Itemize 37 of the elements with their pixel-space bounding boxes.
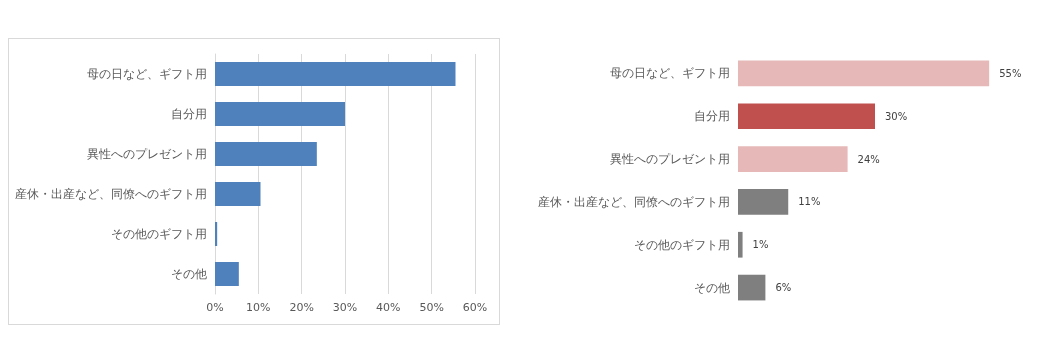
x-tick-label: 30% (332, 301, 358, 314)
x-tick-label: 0% (206, 301, 224, 314)
y-tick-label: 産休・出産など、同僚へのギフト用 (538, 194, 730, 209)
y-tick-label: 自分用 (694, 109, 730, 124)
x-tick-label: 40% (376, 301, 401, 314)
y-tick-label: 産休・出産など、同僚へのギフト用 (15, 187, 207, 201)
data-label: 6% (775, 282, 792, 294)
bar (215, 62, 456, 86)
y-tick-label: 母の日など、ギフト用 (610, 66, 730, 81)
y-tick-label: 母の日など、ギフト用 (87, 67, 207, 81)
bar (215, 222, 218, 246)
data-label: 24% (857, 153, 880, 165)
x-tick-label: 60% (462, 301, 488, 314)
bar (215, 182, 261, 206)
bar (215, 142, 317, 166)
bar (738, 189, 789, 215)
data-label: 55% (999, 67, 1022, 79)
x-tick-label: 20% (289, 301, 314, 314)
y-tick-label: その他のギフト用 (634, 237, 730, 252)
bar (738, 274, 766, 301)
y-tick-label: 異性へのプレゼント用 (610, 152, 730, 167)
bar (215, 102, 345, 126)
bar (738, 103, 875, 130)
y-tick-label: その他のギフト用 (111, 227, 207, 241)
bar (738, 60, 990, 87)
y-tick-label: その他 (694, 280, 730, 295)
data-label: 11% (798, 196, 821, 208)
x-tick-label: 50% (419, 301, 444, 314)
y-tick-label: 自分用 (171, 107, 207, 121)
y-tick-label: その他 (171, 267, 207, 281)
y-tick-label: 異性へのプレゼント用 (87, 147, 207, 161)
data-label: 30% (885, 110, 908, 122)
data-label: 1% (752, 239, 769, 251)
bar (215, 262, 239, 286)
bar (738, 146, 848, 172)
bar (738, 231, 743, 258)
x-tick-label: 10% (246, 301, 271, 314)
